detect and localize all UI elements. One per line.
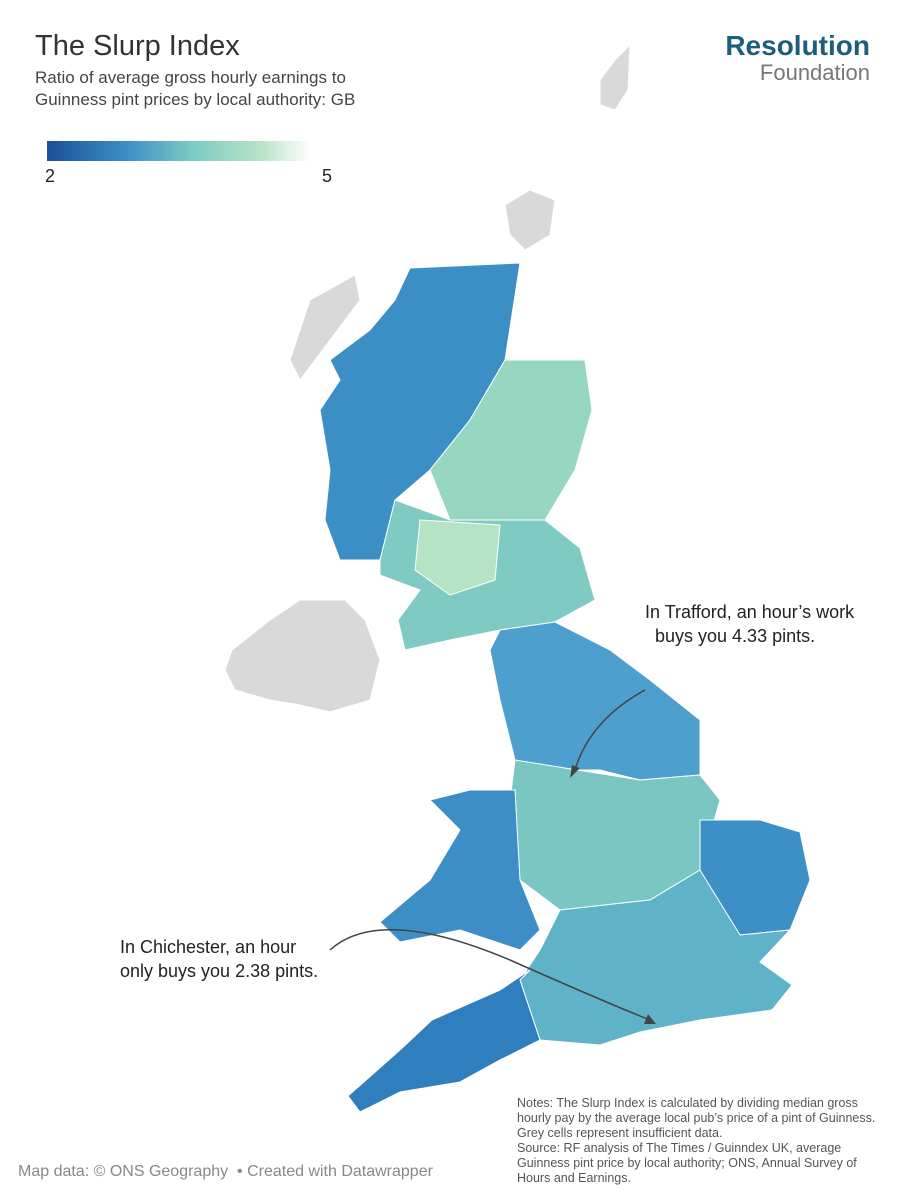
western-isles (289, 274, 361, 381)
arrow (574, 689, 646, 771)
note: Source: RF analysis of The Times / Guinn… (517, 1141, 857, 1185)
title: The Slurp Index (35, 30, 240, 62)
notes: Notes: The Slurp Index is calculated by … (517, 1096, 887, 1186)
annotation: In Chichester, an hour only buys you 2.3… (120, 935, 318, 983)
legend-min: 2 (45, 166, 56, 186)
logo: Resolution (725, 30, 870, 61)
regions (224, 43, 811, 1113)
subtitle: Guinness pint prices by local authority:… (35, 90, 356, 109)
shetland (599, 43, 631, 111)
orkney (504, 189, 556, 251)
annotation-line: only buys you 2.38 pints. (120, 961, 319, 981)
england-north (489, 621, 701, 781)
wales (379, 789, 541, 951)
annotation-line: buys you 4.33 pints. (655, 626, 816, 646)
logo-sub: Foundation (759, 60, 870, 85)
scotland-central (414, 519, 501, 596)
subtitle: Ratio of average gross hourly earnings t… (35, 68, 346, 87)
footer: Map data: © ONS Geography • Created with… (18, 1163, 433, 1181)
note: Notes: The Slurp Index is calculated by … (517, 1096, 876, 1140)
legend-bar (47, 141, 312, 161)
legend-max: 5 (322, 166, 333, 186)
arrow (329, 929, 651, 1021)
annotation-line: In Chichester, an hour (120, 937, 297, 957)
footer-text: Map data: © ONS Geography (18, 1163, 229, 1180)
arrow-head (570, 765, 580, 778)
annotation-line: In Trafford, an hour’s work (645, 602, 855, 622)
arrow-head (644, 1014, 656, 1024)
northern-ireland (224, 599, 381, 713)
footer-text: • Created with Datawrapper (237, 1163, 433, 1180)
annotation: In Trafford, an hour’s work buys you 4.3… (645, 600, 854, 648)
arrows (329, 689, 656, 1024)
south-west (347, 969, 541, 1113)
